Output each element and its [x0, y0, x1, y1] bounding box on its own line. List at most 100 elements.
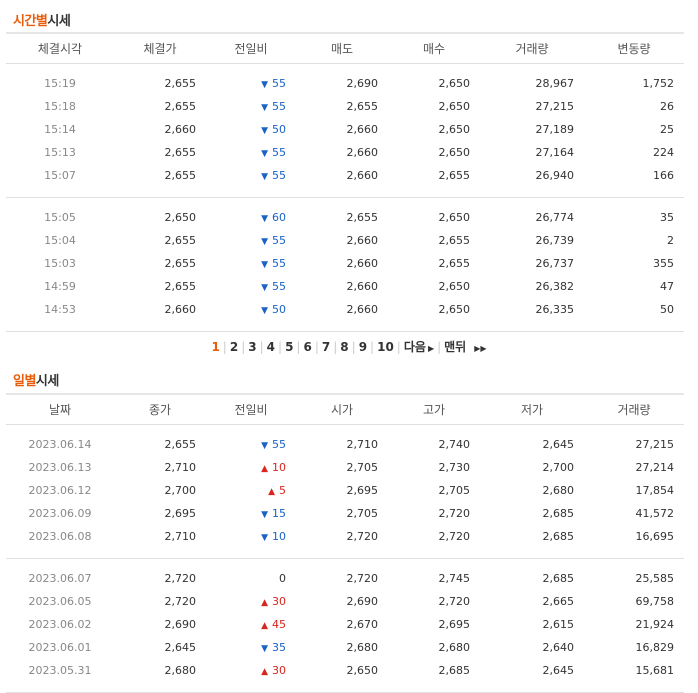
column-header: 고가	[388, 393, 480, 425]
page-link-3[interactable]: 3	[248, 340, 257, 354]
change-cell: ▼ 55	[206, 229, 296, 252]
column-header: 매도	[296, 32, 388, 64]
time-section-title: 시간별시세	[13, 14, 71, 29]
divider-cell	[6, 548, 684, 559]
double-caret-right-icon: ▶▶	[474, 344, 487, 353]
price-cell: 2,650	[164, 211, 197, 224]
column-header: 저가	[480, 393, 584, 425]
spacer-cell	[6, 425, 684, 434]
caret-right-icon: ▶	[427, 344, 435, 353]
volume-cell: 26,382	[535, 280, 575, 293]
ask-cell: 2,660	[346, 123, 379, 136]
high-cell: 2,730	[438, 461, 471, 474]
daily-section-title: 일별시세	[13, 374, 59, 389]
down-arrow-icon: ▼	[261, 510, 268, 520]
page-link-5[interactable]: 5	[285, 340, 294, 354]
volume-cell: 25,585	[635, 572, 675, 585]
change-cell: ▼ 55	[206, 252, 296, 275]
open-cell: 2,705	[346, 461, 379, 474]
open-cell: 2,705	[346, 507, 379, 520]
high-cell: 2,695	[438, 618, 471, 631]
time-cell: 2023.06.01	[28, 641, 92, 654]
change-cell: 355	[653, 257, 674, 270]
down-arrow-icon: ▼	[261, 214, 268, 224]
volume-cell: 21,924	[635, 618, 675, 631]
low-cell: 2,685	[542, 572, 575, 585]
close-cell: 2,720	[164, 595, 197, 608]
last-page-link[interactable]: 맨뒤 ▶▶	[441, 338, 489, 355]
time-cell: 2023.06.05	[28, 595, 92, 608]
divider-cell	[6, 321, 684, 332]
down-arrow-icon: ▼	[261, 306, 268, 316]
ask-cell: 2,660	[346, 146, 379, 159]
up-arrow-icon: ▲	[261, 464, 268, 474]
time-cell: 2023.06.12	[28, 484, 92, 497]
page-link-1[interactable]: 1	[211, 340, 220, 354]
close-cell: 2,700	[164, 484, 197, 497]
high-cell: 2,705	[438, 484, 471, 497]
change-value: 30	[272, 595, 286, 608]
bid-cell: 2,650	[438, 280, 471, 293]
column-header: 종가	[114, 393, 206, 425]
group-divider	[6, 548, 684, 559]
column-header: 전일비	[206, 32, 296, 64]
pager-separator: |	[296, 340, 301, 354]
spacer-cell	[6, 559, 684, 568]
page-link-9[interactable]: 9	[358, 340, 368, 354]
page-link-6[interactable]: 6	[303, 340, 312, 354]
time-cell: 15:14	[44, 123, 76, 136]
close-cell: 2,655	[164, 438, 197, 451]
close-cell: 2,695	[164, 507, 197, 520]
close-cell: 2,690	[164, 618, 197, 631]
column-header: 시가	[296, 393, 388, 425]
table-row: 2023.06.08 2,710 ▼ 10 2,720 2,720 2,685 16,695	[6, 525, 684, 548]
change-cell: ▼ 60	[206, 206, 296, 229]
page-link-2[interactable]: 2	[229, 340, 239, 354]
change-value: 55	[272, 234, 286, 247]
change-cell: 25	[660, 123, 674, 136]
bid-cell: 2,655	[438, 234, 471, 247]
change-cell: ▲ 10	[206, 456, 296, 479]
column-header: 거래량	[584, 393, 684, 425]
pager-separator: |	[333, 340, 338, 354]
down-arrow-icon: ▼	[261, 237, 268, 247]
change-cell: ▼ 15	[206, 502, 296, 525]
next-page-link[interactable]: 다음 ▶	[401, 338, 437, 355]
page-link-10[interactable]: 10	[377, 340, 394, 354]
page-link-7[interactable]: 7	[321, 340, 331, 354]
change-value: 5	[279, 484, 286, 497]
next-label: 다음	[403, 340, 426, 354]
change-cell: ▲ 30	[206, 590, 296, 613]
volume-cell: 26,335	[535, 303, 575, 316]
price-cell: 2,655	[164, 169, 197, 182]
column-header: 체결가	[114, 32, 206, 64]
column-header: 매수	[388, 32, 480, 64]
pager-separator: |	[278, 340, 283, 354]
table-row: 2023.06.07 2,720 0 2,720 2,745 2,685 25,585	[6, 567, 684, 590]
table-row: 14:53 2,660 ▼ 50 2,660 2,650 26,335 50	[6, 298, 684, 321]
column-header: 거래량	[480, 32, 584, 64]
volume-cell: 27,164	[535, 146, 575, 159]
table-row: 2023.06.09 2,695 ▼ 15 2,705 2,720 2,685 41,572	[6, 502, 684, 525]
table-row: 2023.06.14 2,655 ▼ 55 2,710 2,740 2,645 27,215	[6, 433, 684, 456]
table-row: 2023.06.05 2,720 ▲ 30 2,690 2,720 2,665 69,758	[6, 590, 684, 613]
volume-cell: 27,215	[535, 100, 575, 113]
low-cell: 2,700	[542, 461, 575, 474]
bid-cell: 2,650	[438, 146, 471, 159]
ask-cell: 2,660	[346, 280, 379, 293]
page-link-4[interactable]: 4	[266, 340, 276, 354]
volume-cell: 16,695	[635, 530, 675, 543]
table-row: 15:18 2,655 ▼ 55 2,655 2,650 27,215 26	[6, 95, 684, 118]
bid-cell: 2,650	[438, 303, 471, 316]
change-value: 55	[272, 257, 286, 270]
page-link-8[interactable]: 8	[340, 340, 349, 354]
table-row: 2023.06.13 2,710 ▲ 10 2,705 2,730 2,700 27,214	[6, 456, 684, 479]
open-cell: 2,720	[346, 572, 379, 585]
ask-cell: 2,660	[346, 234, 379, 247]
group-divider	[6, 682, 684, 693]
change-cell: 47	[660, 280, 674, 293]
down-arrow-icon: ▼	[261, 80, 268, 90]
table-row: 15:14 2,660 ▼ 50 2,660 2,650 27,189 25	[6, 118, 684, 141]
change-cell: 224	[653, 146, 674, 159]
change-cell: ▼ 55	[206, 275, 296, 298]
